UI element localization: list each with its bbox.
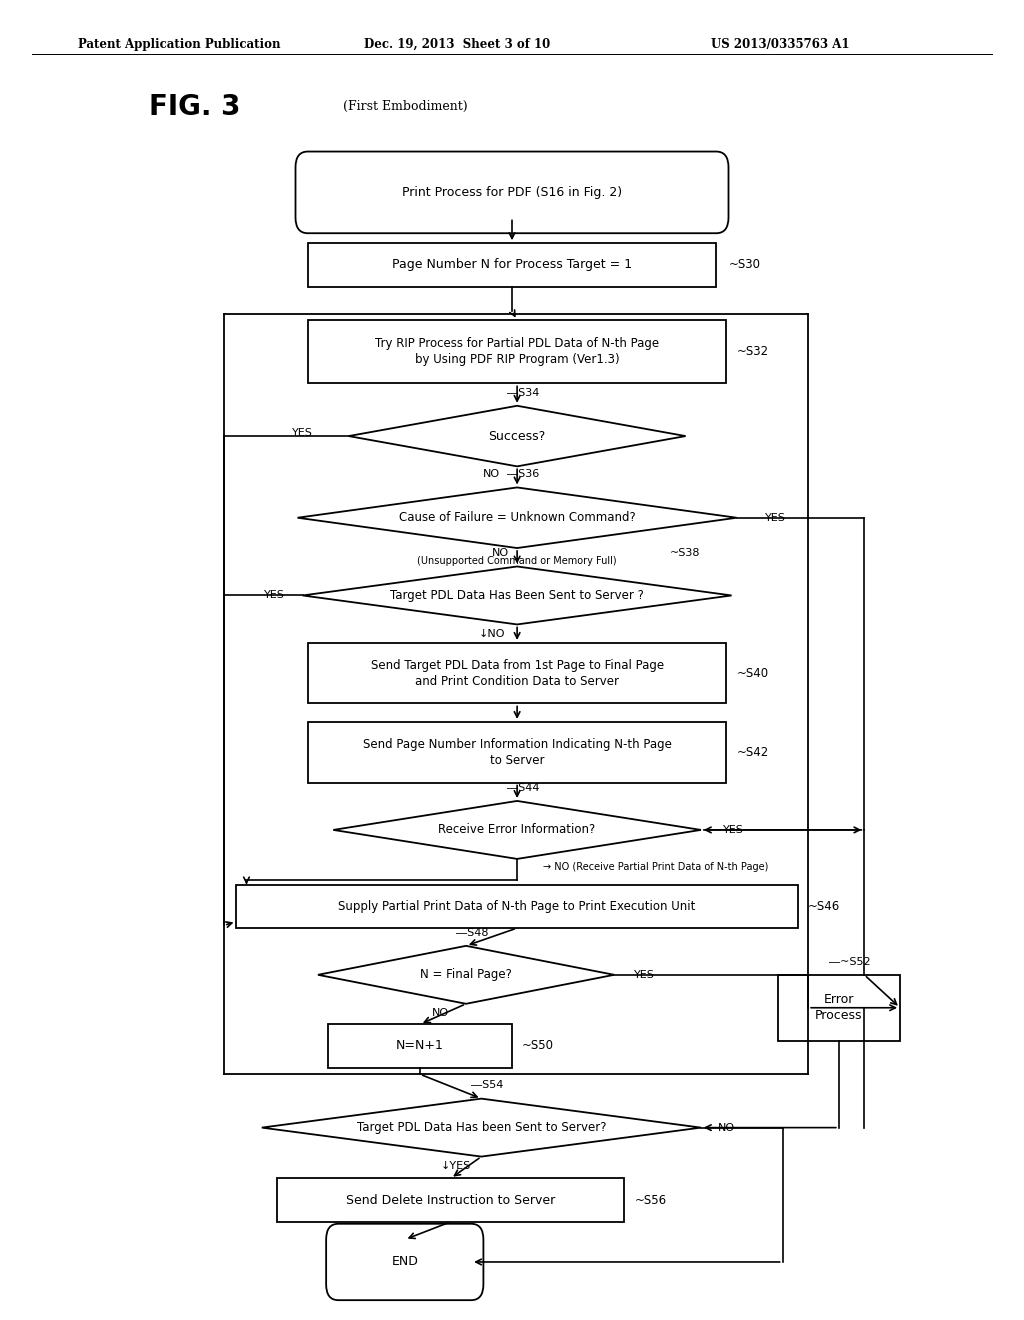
Polygon shape [303,566,731,624]
Text: NO: NO [483,470,500,479]
Polygon shape [298,487,736,548]
Text: ~S40: ~S40 [736,667,769,680]
Text: ―S44: ―S44 [507,783,540,793]
FancyBboxPatch shape [328,1024,512,1068]
Polygon shape [318,946,614,1003]
Text: Error
Process: Error Process [815,993,862,1022]
Text: Receive Error Information?: Receive Error Information? [438,824,596,837]
Text: ~S56: ~S56 [635,1193,667,1206]
Text: NO: NO [718,1122,735,1133]
Text: Send Target PDL Data from 1st Page to Final Page
and Print Condition Data to Ser: Send Target PDL Data from 1st Page to Fi… [371,659,664,688]
FancyBboxPatch shape [296,152,728,234]
Text: Target PDL Data Has Been Sent to Server ?: Target PDL Data Has Been Sent to Server … [390,589,644,602]
Text: YES: YES [292,429,313,438]
Text: END: END [391,1255,418,1269]
Text: Send Delete Instruction to Server: Send Delete Instruction to Server [346,1193,555,1206]
Text: ―~S52: ―~S52 [828,957,870,966]
FancyBboxPatch shape [308,243,716,286]
Text: FIG. 3: FIG. 3 [150,92,241,120]
Text: → NO (Receive Partial Print Data of N-th Page): → NO (Receive Partial Print Data of N-th… [543,862,768,871]
FancyBboxPatch shape [777,974,900,1040]
Text: (Unsupported Command or Memory Full): (Unsupported Command or Memory Full) [418,556,616,566]
FancyBboxPatch shape [308,722,726,783]
Text: Print Process for PDF (S16 in Fig. 2): Print Process for PDF (S16 in Fig. 2) [402,186,622,199]
Text: Dec. 19, 2013  Sheet 3 of 10: Dec. 19, 2013 Sheet 3 of 10 [364,38,550,51]
Text: Supply Partial Print Data of N-th Page to Print Execution Unit: Supply Partial Print Data of N-th Page t… [338,900,695,913]
Text: Page Number N for Process Target = 1: Page Number N for Process Target = 1 [392,259,632,272]
Text: NO: NO [432,1008,450,1018]
Text: ―S54: ―S54 [471,1081,504,1090]
Text: Target PDL Data Has been Sent to Server?: Target PDL Data Has been Sent to Server? [356,1121,606,1134]
Text: ―S36: ―S36 [507,470,540,479]
FancyBboxPatch shape [326,1224,483,1300]
Polygon shape [333,801,700,859]
Text: ~S50: ~S50 [522,1039,554,1052]
Text: Send Page Number Information Indicating N-th Page
to Server: Send Page Number Information Indicating … [362,738,672,767]
FancyBboxPatch shape [308,643,726,704]
Text: ↓YES: ↓YES [440,1160,471,1171]
Text: Try RIP Process for Partial PDL Data of N-th Page
by Using PDF RIP Program (Ver1: Try RIP Process for Partial PDL Data of … [375,338,659,366]
Text: US 2013/0335763 A1: US 2013/0335763 A1 [711,38,850,51]
Text: YES: YES [723,825,744,836]
Text: YES: YES [765,512,785,523]
Text: Success?: Success? [488,429,546,442]
FancyBboxPatch shape [278,1179,625,1222]
Text: ~S42: ~S42 [736,746,769,759]
Text: ~S32: ~S32 [736,346,769,358]
FancyBboxPatch shape [237,884,798,928]
Text: N = Final Page?: N = Final Page? [420,969,512,981]
Text: Cause of Failure = Unknown Command?: Cause of Failure = Unknown Command? [398,511,636,524]
Polygon shape [262,1098,700,1156]
Text: (First Embodiment): (First Embodiment) [343,100,468,114]
Text: ~S30: ~S30 [728,259,761,272]
FancyBboxPatch shape [308,321,726,383]
Text: ―S48: ―S48 [456,928,488,937]
Text: Patent Application Publication: Patent Application Publication [78,38,281,51]
Text: ↓NO: ↓NO [478,628,505,639]
Text: YES: YES [634,970,655,979]
Text: ―S34: ―S34 [507,388,540,397]
Polygon shape [348,405,686,466]
Text: YES: YES [263,590,285,601]
Text: ~S38: ~S38 [671,548,700,558]
Text: NO: NO [492,548,509,558]
Text: N=N+1: N=N+1 [396,1039,444,1052]
Text: ~S46: ~S46 [808,900,841,913]
